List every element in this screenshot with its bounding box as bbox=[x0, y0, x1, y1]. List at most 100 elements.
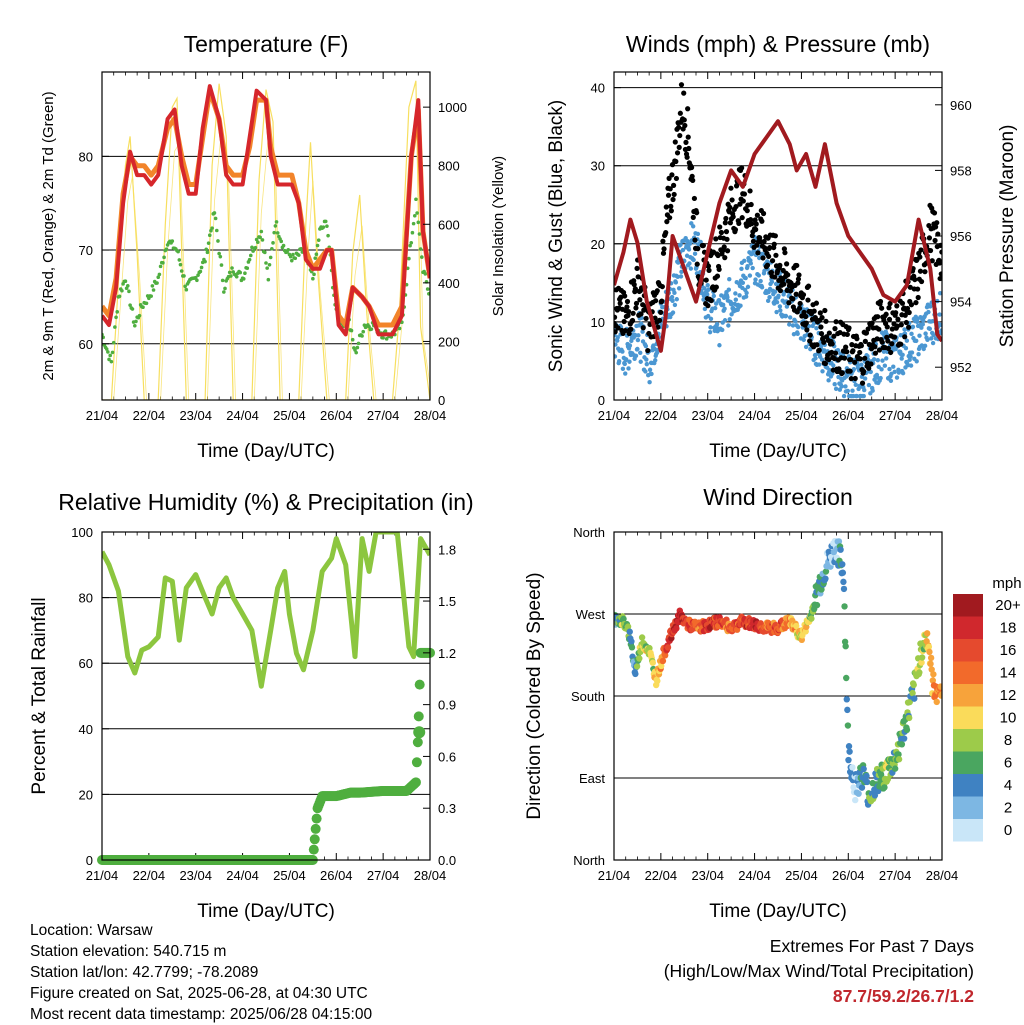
dewpoint-point bbox=[218, 254, 223, 259]
gust-point bbox=[917, 254, 923, 260]
direction-point bbox=[822, 568, 830, 575]
wind-point bbox=[920, 322, 925, 327]
dewpoint-point bbox=[157, 272, 162, 277]
dewpoint-point bbox=[205, 250, 210, 255]
gust-point bbox=[868, 361, 874, 367]
gust-point bbox=[749, 221, 755, 227]
gust-point bbox=[760, 210, 767, 217]
gust-point bbox=[926, 235, 933, 241]
dewpoint-point bbox=[182, 274, 186, 278]
gust-point bbox=[640, 325, 646, 331]
gust-point bbox=[754, 212, 760, 218]
wind-point bbox=[638, 359, 643, 364]
gust-point bbox=[831, 355, 838, 362]
direction-point bbox=[927, 660, 934, 668]
wind-point bbox=[916, 352, 921, 357]
gust-point bbox=[632, 286, 638, 292]
direction-point bbox=[930, 671, 937, 678]
wind-point bbox=[793, 319, 798, 324]
wind-point bbox=[813, 356, 818, 361]
gust-point bbox=[872, 350, 879, 356]
wind-point bbox=[674, 297, 679, 302]
gust-point bbox=[861, 368, 867, 374]
wind-point bbox=[875, 357, 881, 363]
gust-point bbox=[676, 124, 682, 130]
direction-point bbox=[855, 790, 862, 797]
gust-point bbox=[886, 305, 892, 311]
rh-series bbox=[102, 532, 430, 689]
wind-point bbox=[882, 363, 888, 368]
speed-legend-swatch bbox=[953, 774, 983, 797]
gust-point bbox=[848, 376, 854, 382]
wind-point bbox=[620, 366, 626, 371]
dewpoint-point bbox=[356, 341, 361, 346]
wind-point bbox=[868, 369, 873, 375]
wind-point bbox=[705, 313, 711, 319]
gust-point bbox=[724, 236, 730, 242]
gust-point bbox=[800, 292, 807, 298]
gust-point bbox=[729, 197, 735, 203]
direction-point bbox=[792, 622, 800, 630]
gust-point bbox=[744, 208, 750, 214]
gust-point bbox=[918, 247, 924, 253]
dewpoint-point bbox=[229, 274, 233, 278]
gust-point bbox=[670, 196, 676, 203]
direction-point bbox=[909, 689, 916, 697]
direction-point bbox=[638, 634, 646, 641]
gust-point bbox=[684, 154, 690, 160]
gust-point bbox=[929, 258, 935, 264]
wind-point bbox=[757, 255, 762, 261]
direction-point bbox=[860, 765, 867, 773]
gust-point bbox=[777, 288, 784, 294]
direction-point bbox=[843, 674, 850, 682]
dewpoint-point bbox=[408, 243, 412, 248]
gust-point bbox=[713, 284, 719, 290]
dewpoint-point bbox=[137, 313, 142, 318]
temp-9m-line bbox=[102, 88, 430, 328]
wind-point bbox=[870, 388, 875, 393]
gust-point bbox=[732, 227, 739, 233]
gust-point bbox=[638, 311, 644, 317]
gust-point bbox=[898, 341, 904, 347]
direction-xtick-label: 25/04 bbox=[785, 868, 818, 883]
precip-point bbox=[311, 813, 322, 824]
wind-point bbox=[722, 306, 727, 311]
gust-point bbox=[912, 276, 918, 283]
gust-point bbox=[889, 341, 895, 347]
wind-point bbox=[878, 375, 883, 381]
direction-point bbox=[664, 644, 672, 651]
speed-legend-swatch bbox=[953, 639, 983, 662]
wind-point bbox=[908, 354, 913, 359]
gust-point bbox=[714, 273, 721, 279]
dewpoint-point bbox=[113, 325, 117, 329]
wind-point bbox=[853, 382, 858, 388]
gust-point bbox=[761, 238, 767, 245]
wind-point bbox=[614, 354, 618, 359]
wind-point bbox=[726, 323, 731, 328]
wind-point bbox=[744, 290, 749, 296]
gust-point bbox=[678, 82, 685, 88]
winds-y2tick-label: 956 bbox=[950, 229, 972, 244]
gust-point bbox=[688, 164, 695, 171]
gust-point bbox=[933, 224, 939, 230]
gust-point bbox=[859, 380, 866, 386]
wind-point bbox=[672, 290, 677, 296]
extremes-values: 87.7/59.2/26.7/1.2 bbox=[832, 986, 974, 1006]
gust-point bbox=[753, 226, 759, 233]
gust-point bbox=[663, 229, 669, 236]
gust-point bbox=[850, 348, 856, 354]
dewpoint-point bbox=[265, 266, 269, 270]
dewpoint-point bbox=[234, 275, 239, 279]
wind-point bbox=[910, 324, 916, 329]
gust-point bbox=[852, 359, 858, 365]
gust-point bbox=[772, 233, 778, 239]
wind-point bbox=[670, 310, 676, 315]
gust-point bbox=[691, 195, 698, 202]
wind-point bbox=[713, 305, 718, 311]
wind-point bbox=[733, 291, 738, 296]
speed-legend-label: 2 bbox=[1004, 800, 1012, 817]
gust-point bbox=[844, 331, 850, 338]
winds-ytick-label: 10 bbox=[591, 315, 605, 330]
gust-point bbox=[817, 310, 823, 316]
speed-legend-label: 20+ bbox=[995, 597, 1021, 614]
